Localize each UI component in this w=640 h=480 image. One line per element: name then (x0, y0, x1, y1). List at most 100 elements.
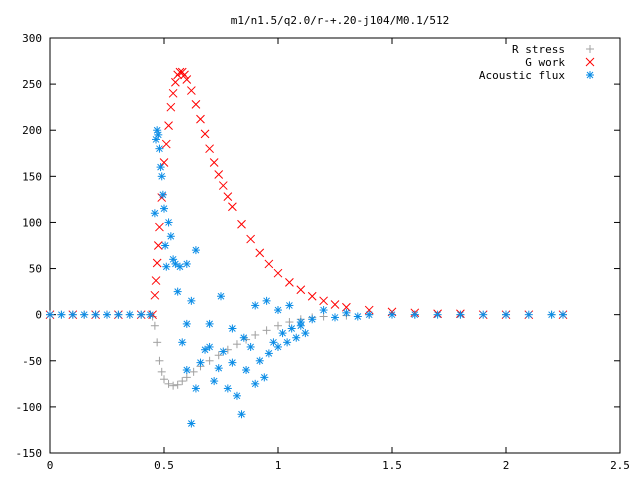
data-point (125, 310, 134, 319)
data-point (223, 384, 232, 393)
data-point (559, 310, 567, 319)
data-point (209, 158, 219, 167)
data-point (228, 202, 237, 212)
data-point (319, 296, 328, 306)
data-point (273, 268, 283, 278)
x-tick-label: 0 (47, 459, 54, 472)
data-point (274, 306, 282, 315)
data-point (161, 139, 171, 149)
data-point (182, 319, 191, 328)
y-tick-label: 0 (35, 309, 42, 322)
data-point (251, 379, 260, 388)
data-point (189, 367, 198, 376)
data-point (46, 310, 54, 319)
y-tick-label: -150 (16, 447, 43, 460)
x-tick-label: 2.5 (610, 459, 630, 472)
data-point (255, 248, 265, 258)
data-point (228, 324, 237, 333)
data-point (232, 340, 241, 349)
data-point (173, 287, 182, 296)
data-point (68, 310, 77, 319)
data-point (285, 318, 294, 327)
data-point (287, 324, 296, 333)
data-point (232, 391, 241, 400)
data-point (152, 258, 162, 268)
data-point (196, 358, 205, 367)
data-point (137, 310, 146, 319)
x-tick-label: 1 (275, 459, 282, 472)
y-tick-label: 200 (22, 124, 42, 137)
chart-title: m1/n1.5/q2.0/r-+.20-j104/M0.1/512 (231, 14, 450, 27)
y-tick-label: 50 (29, 263, 42, 276)
data-point (205, 144, 214, 154)
plot-area (45, 67, 568, 428)
data-point (57, 310, 66, 319)
data-point (80, 310, 89, 319)
legend-marker (586, 45, 594, 53)
data-point (251, 301, 260, 310)
data-point (146, 310, 155, 319)
data-point (262, 296, 271, 305)
data-point (157, 367, 166, 376)
legend-label: R stress (512, 43, 565, 56)
data-point (151, 276, 161, 285)
data-point (524, 310, 533, 319)
plot-frame (49, 37, 621, 454)
data-point (308, 315, 317, 324)
data-point (353, 312, 362, 321)
data-point (246, 342, 255, 351)
series-acoustic-flux (46, 126, 567, 428)
data-point (182, 259, 191, 268)
data-point (296, 285, 306, 295)
data-point (200, 129, 210, 139)
data-point (153, 338, 162, 347)
data-point (319, 306, 328, 315)
data-point (169, 381, 178, 390)
data-point (237, 219, 246, 229)
data-point (166, 102, 176, 112)
data-point (388, 310, 396, 319)
data-point (191, 246, 200, 255)
data-point (164, 218, 173, 227)
data-point (364, 305, 374, 315)
data-point (239, 333, 248, 342)
data-point (182, 75, 192, 84)
data-point (182, 366, 191, 374)
data-point (162, 262, 171, 271)
data-point (160, 375, 168, 384)
data-point (205, 342, 214, 351)
data-point (547, 310, 556, 319)
data-point (274, 321, 282, 330)
data-point (479, 310, 488, 319)
data-point (285, 278, 294, 287)
data-point (196, 114, 205, 124)
data-point (191, 384, 200, 393)
data-point (251, 330, 260, 339)
data-point (178, 377, 187, 386)
data-point (205, 319, 214, 328)
data-point (274, 342, 282, 351)
data-point (214, 170, 224, 179)
data-point (217, 292, 225, 301)
data-point (218, 181, 228, 190)
data-point (307, 291, 317, 301)
data-point (296, 318, 305, 327)
data-point (330, 300, 340, 309)
data-point (283, 338, 292, 347)
y-tick-label: 100 (22, 216, 42, 229)
data-point (156, 163, 165, 172)
data-point (187, 296, 196, 305)
data-point (242, 366, 251, 374)
data-point (331, 313, 339, 322)
data-point (219, 347, 228, 356)
data-point (171, 259, 180, 268)
data-point (237, 410, 246, 419)
data-point (502, 310, 510, 319)
x-tick-label: 2 (503, 459, 510, 472)
data-point (365, 310, 374, 319)
data-point (178, 338, 187, 347)
data-point (158, 190, 167, 199)
data-point (175, 262, 184, 271)
data-point (168, 88, 178, 98)
